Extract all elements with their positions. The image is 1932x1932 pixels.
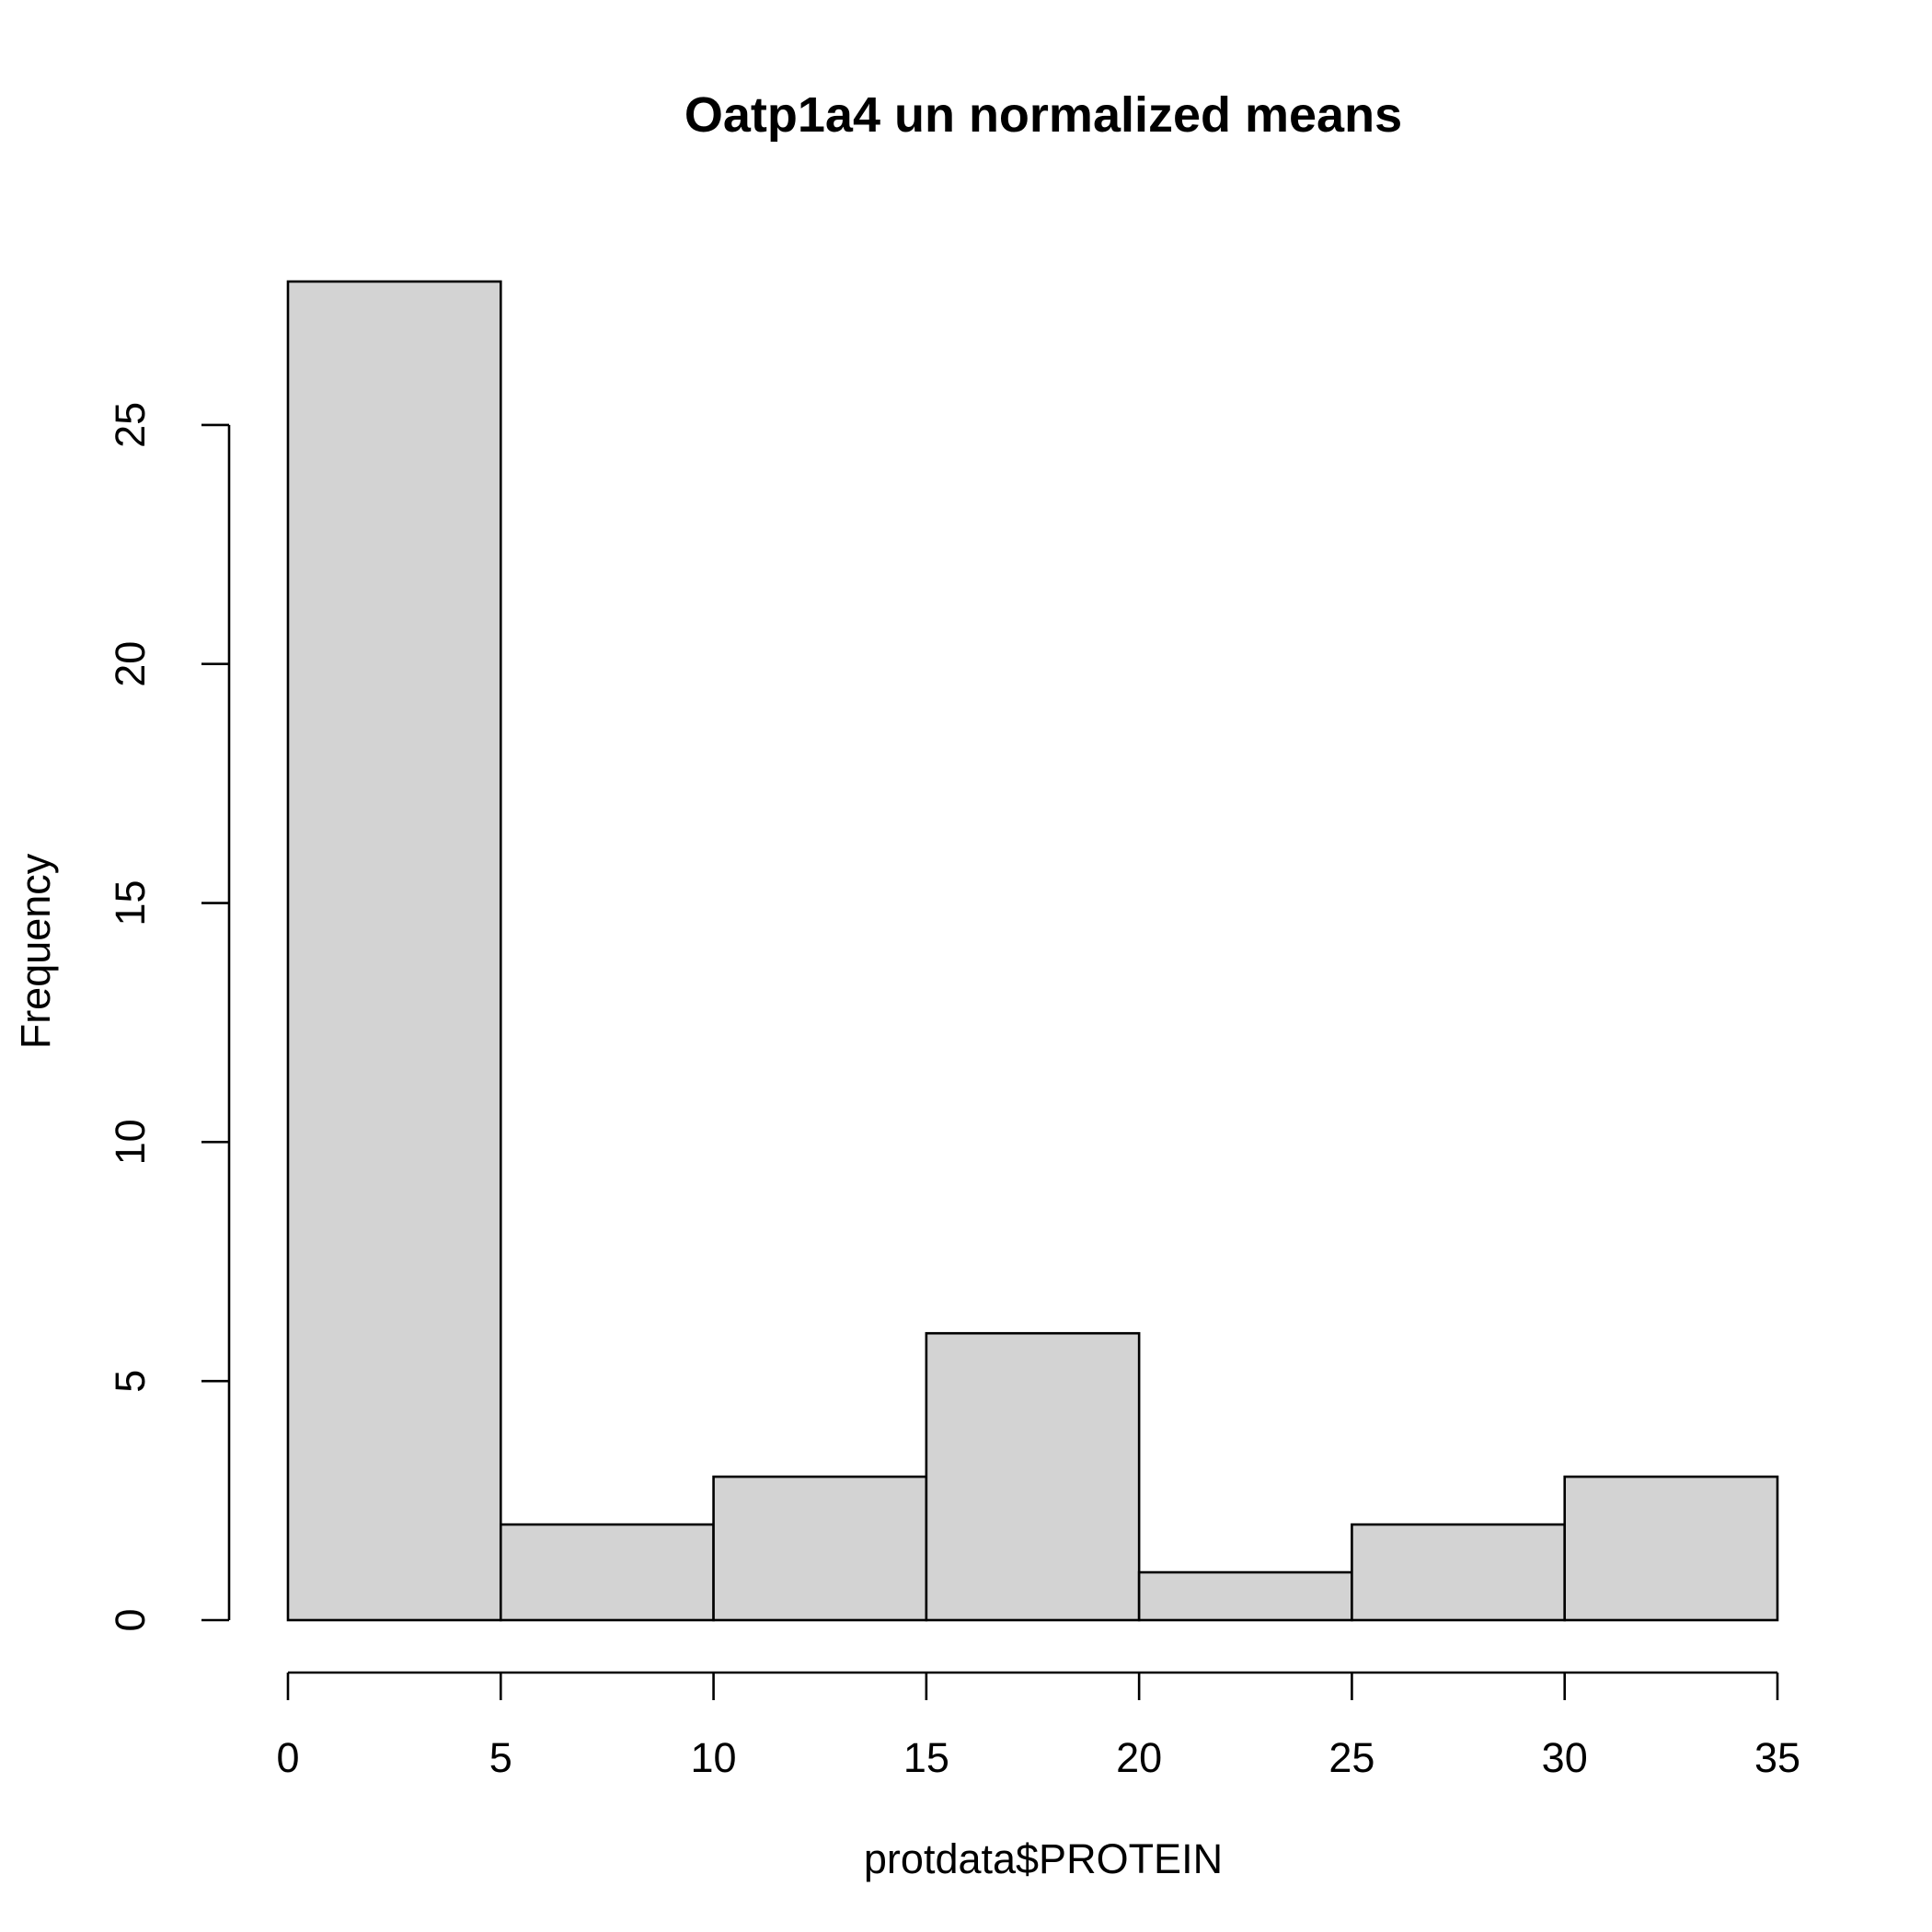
- x-axis: 0 5 10 15 20 25 30 35: [276, 1671, 1800, 1781]
- y-tick-label: 25: [107, 402, 154, 448]
- histogram-bar: [499, 1523, 715, 1622]
- histogram-bar: [925, 1331, 1141, 1622]
- chart-title: Oatp1a4 un normalized means: [684, 87, 1402, 143]
- x-axis-title: protdata$PROTEIN: [864, 1835, 1223, 1882]
- histogram-bar: [1351, 1523, 1567, 1622]
- x-tick-label: 20: [1116, 1734, 1162, 1781]
- histogram-bar: [1137, 1570, 1353, 1622]
- y-tick-label: 10: [107, 1119, 154, 1165]
- y-tick-label: 5: [107, 1370, 154, 1393]
- y-axis: 0 5 10 15 20 25: [107, 402, 231, 1632]
- histogram-bar: [1563, 1475, 1779, 1622]
- x-tick-label: 0: [276, 1734, 299, 1781]
- histogram-bars: [286, 280, 1779, 1622]
- x-tick-label: 35: [1754, 1734, 1800, 1781]
- histogram-bar: [286, 280, 502, 1622]
- x-tick-label: 15: [903, 1734, 949, 1781]
- x-tick-label: 10: [691, 1734, 737, 1781]
- x-tick-label: 5: [489, 1734, 512, 1781]
- y-tick-label: 15: [107, 880, 154, 926]
- x-tick-label: 30: [1542, 1734, 1588, 1781]
- histogram-bar: [712, 1475, 928, 1622]
- y-axis-title: Frequency: [12, 853, 59, 1049]
- x-tick-label: 25: [1328, 1734, 1374, 1781]
- y-tick-label: 0: [107, 1608, 154, 1631]
- y-tick-label: 20: [107, 641, 154, 687]
